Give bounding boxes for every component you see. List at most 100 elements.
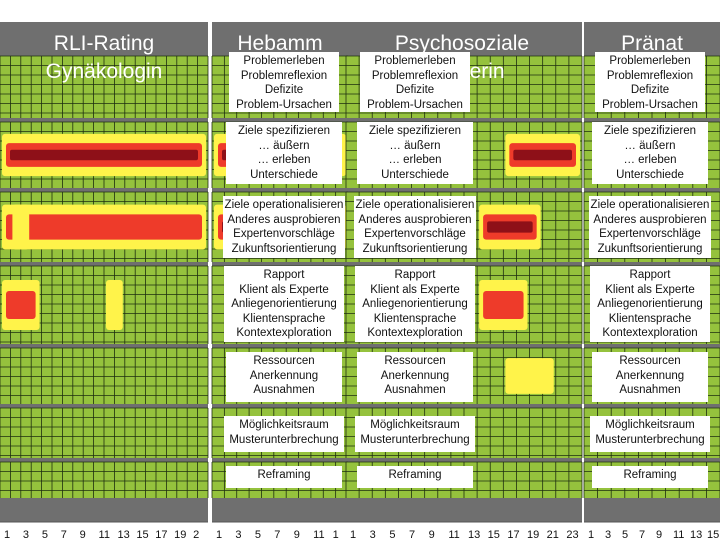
heat-region-low xyxy=(106,280,123,330)
category-label-line: Ressourcen xyxy=(619,355,681,367)
x-tick-label: 13 xyxy=(468,529,480,540)
category-label-line: Problemreflexion xyxy=(240,69,328,82)
x-tick-label: 19 xyxy=(527,529,539,540)
x-tick-label: 5 xyxy=(622,529,628,540)
category-label-line: Anderes ausprobieren xyxy=(227,213,341,226)
category-label-line: Rapport xyxy=(263,269,305,281)
category-label-line: Ausnahmen xyxy=(619,384,681,396)
category-label: Ziele spezifizieren … äußern … erleben Unte… xyxy=(357,122,473,184)
x-tick-label: 9 xyxy=(80,529,86,540)
x-tick-label: 11 xyxy=(448,529,459,540)
category-label-line: Unterschiede xyxy=(381,168,449,181)
x-tick-label: 15 xyxy=(488,529,500,540)
heat-region-medium xyxy=(6,214,202,240)
heat-region-medium xyxy=(6,290,36,320)
category-label-line: Problem-Ursachen xyxy=(367,98,463,111)
category-label-line: Klientensprache xyxy=(242,312,326,325)
category-label-line: Zukunftsorientierung xyxy=(362,242,468,255)
category-label-line: Zukunftsorientierung xyxy=(231,242,337,255)
x-tick-label: 7 xyxy=(61,529,67,540)
category-label: Reframing xyxy=(357,466,473,488)
category-label: Problemerleben Problemreflexion Defizite Pr… xyxy=(595,52,705,112)
category-label-line: Problem-Ursachen xyxy=(602,98,698,111)
category-label-line: … äußern xyxy=(258,139,310,152)
x-tick-label: 1 xyxy=(4,529,10,540)
category-label: Ressourcen Anerkennung Ausnahmen xyxy=(357,352,473,402)
category-label: Problemerleben Problemreflexion Defizite Pr… xyxy=(229,52,339,112)
x-tick-label: 9 xyxy=(429,529,435,540)
x-tick-label: 11 xyxy=(99,529,110,540)
category-label-line: Klientensprache xyxy=(373,312,457,325)
panel-title: RLI-Rating xyxy=(53,32,155,55)
category-label-line: Möglichkeitsraum xyxy=(239,419,329,431)
x-tick-label: 2 xyxy=(193,529,199,540)
panel-title: Hebamm xyxy=(237,32,323,55)
heat-region-high xyxy=(487,221,533,233)
category-label-line: Möglichkeitsraum xyxy=(605,419,695,431)
category-label: Rapport Klient als Experte Anliegenorienti… xyxy=(590,266,710,342)
x-tick-label: 7 xyxy=(639,529,645,540)
category-label-line: Reframing xyxy=(623,469,677,481)
x-tick-label: 9 xyxy=(294,529,300,540)
category-label: Ziele operationalisieren Anderes ausprobi… xyxy=(354,196,476,258)
x-tick-label: 3 xyxy=(23,529,29,540)
category-label-line: Kontextexploration xyxy=(367,327,463,339)
x-tick-label: 11 xyxy=(313,529,324,540)
category-label-line: Reframing xyxy=(388,469,442,481)
category-label: Ressourcen Anerkennung Ausnahmen xyxy=(226,352,342,402)
category-label-line: … erleben xyxy=(623,154,677,166)
category-label-line: Ziele spezifizieren xyxy=(237,125,331,137)
category-label-line: Klient als Experte xyxy=(370,283,460,296)
category-label-line: Musterunterbrechung xyxy=(360,433,470,446)
heat-region-low xyxy=(505,358,554,394)
category-label-line: Zukunftsorientierung xyxy=(597,242,703,255)
panel-title: Psychosoziale xyxy=(394,32,530,55)
category-label-line: Ziele spezifizieren xyxy=(368,125,462,137)
category-label-line: Möglichkeitsraum xyxy=(370,419,460,431)
panel-title: Gynäkologin xyxy=(45,60,163,83)
category-label-line: Ziele operationalisieren xyxy=(590,199,710,211)
category-label-line: Anliegenorientierung xyxy=(362,298,468,310)
x-tick-label: 3 xyxy=(605,529,611,540)
category-label-line: Unterschiede xyxy=(250,168,318,181)
category-label: Möglichkeitsraum Musterunterbrechung xyxy=(224,416,344,452)
category-label-line: Musterunterbrechung xyxy=(595,433,705,446)
x-tick-label: 5 xyxy=(255,529,261,540)
category-label-line: Ziele operationalisieren xyxy=(355,199,475,211)
heat-region-high xyxy=(10,149,198,161)
x-tick-label: 23 xyxy=(566,529,578,540)
category-label-line: Musterunterbrechung xyxy=(229,433,339,446)
category-label: Möglichkeitsraum Musterunterbrechung xyxy=(590,416,710,452)
x-tick-label: 17 xyxy=(507,529,519,540)
panel-title: Pränat xyxy=(621,32,683,55)
category-label-line: Kontextexploration xyxy=(602,327,698,339)
category-label-line: Problemerleben xyxy=(609,55,691,67)
category-label: Möglichkeitsraum Musterunterbrechung xyxy=(355,416,475,452)
x-tick-label: 9 xyxy=(656,529,662,540)
category-label-line: Problemerleben xyxy=(243,55,325,67)
category-label-line: Klientensprache xyxy=(608,312,692,325)
category-label-line: Reframing xyxy=(257,469,311,481)
category-label-line: Ressourcen xyxy=(384,355,446,367)
x-tick-label: 15 xyxy=(707,529,719,540)
category-label-line: Anderes ausprobieren xyxy=(358,213,472,226)
x-tick-label: 3 xyxy=(235,529,241,540)
category-label: Problemerleben Problemreflexion Defizite Pr… xyxy=(360,52,470,112)
category-label-line: Problemreflexion xyxy=(606,69,694,82)
x-tick-label: 21 xyxy=(547,529,559,540)
category-label: Ressourcen Anerkennung Ausnahmen xyxy=(592,352,708,402)
category-label-line: Ziele spezifizieren xyxy=(603,125,697,137)
category-label-line: Anliegenorientierung xyxy=(597,298,703,310)
panel-divider xyxy=(208,22,212,522)
heat-region-low xyxy=(12,204,30,250)
category-label-line: Anerkennung xyxy=(249,369,319,382)
x-tick-label: 5 xyxy=(389,529,395,540)
x-tick-label: 5 xyxy=(42,529,48,540)
category-label-line: Anliegenorientierung xyxy=(231,298,337,310)
category-label: Ziele operationalisieren Anderes ausprobi… xyxy=(589,196,711,258)
category-label-line: Defizite xyxy=(264,84,304,96)
category-label-line: Problem-Ursachen xyxy=(236,98,332,111)
category-label-line: Rapport xyxy=(394,269,436,281)
category-label: Ziele spezifizieren … äußern … erleben Unte… xyxy=(592,122,708,184)
